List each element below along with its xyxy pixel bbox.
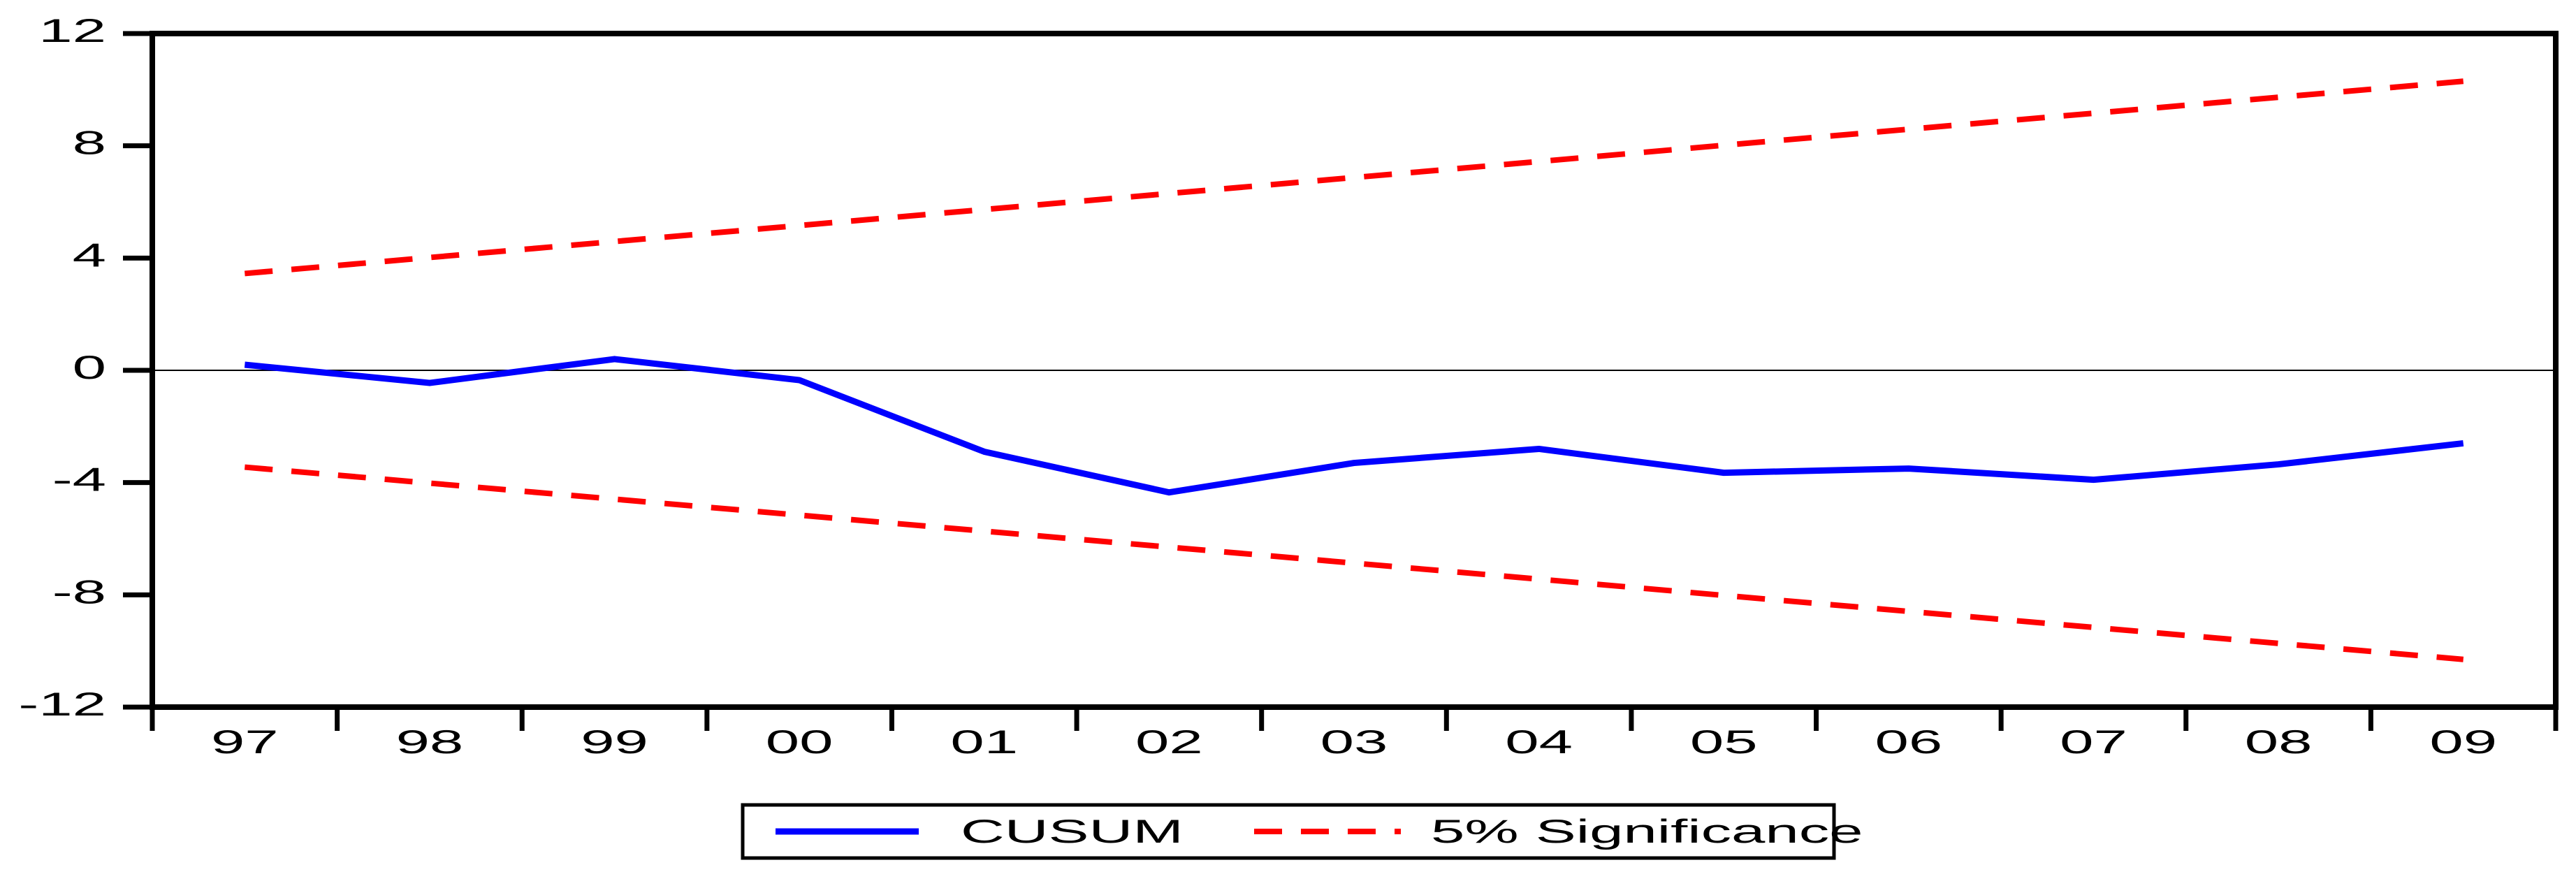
legend-cusum-label: CUSUM	[961, 813, 1184, 850]
y-axis-tick-label: 8	[73, 124, 106, 161]
y-axis-tick-label: -12	[18, 686, 106, 722]
x-axis-tick-label: 98	[396, 724, 464, 760]
x-axis-tick-label: 09	[2429, 724, 2497, 760]
x-axis-tick-label: 04	[1505, 724, 1573, 760]
x-axis-tick-label: 02	[1135, 724, 1203, 760]
significance-upper-line	[244, 78, 2464, 277]
x-axis-tick-label: 08	[2245, 724, 2313, 760]
x-axis-tick-label: 00	[766, 724, 834, 760]
y-axis-tick-label: -4	[52, 461, 106, 497]
x-axis-tick-label: 01	[950, 724, 1018, 760]
y-axis-tick-label: 4	[73, 237, 106, 273]
cusum-line	[244, 356, 2464, 496]
legend-box	[741, 803, 1836, 860]
x-axis-tick-label: 97	[211, 724, 279, 760]
y-axis-tick-label: 0	[73, 349, 106, 386]
legend: CUSUM 5% Significance	[741, 803, 1863, 860]
significance-lower-line	[244, 464, 2464, 662]
legend-significance-label: 5% Significance	[1431, 813, 1863, 850]
x-axis-tick-label: 07	[2060, 724, 2127, 760]
x-axis-tick-label: 03	[1320, 724, 1388, 760]
x-axis-tick-label: 05	[1690, 724, 1758, 760]
y-axis-tick-label: 12	[38, 13, 106, 49]
x-axis-tick-label: 99	[581, 724, 648, 760]
y-axis-tick-label: -8	[52, 574, 106, 610]
x-axis-tick-label: 06	[1875, 724, 1942, 760]
